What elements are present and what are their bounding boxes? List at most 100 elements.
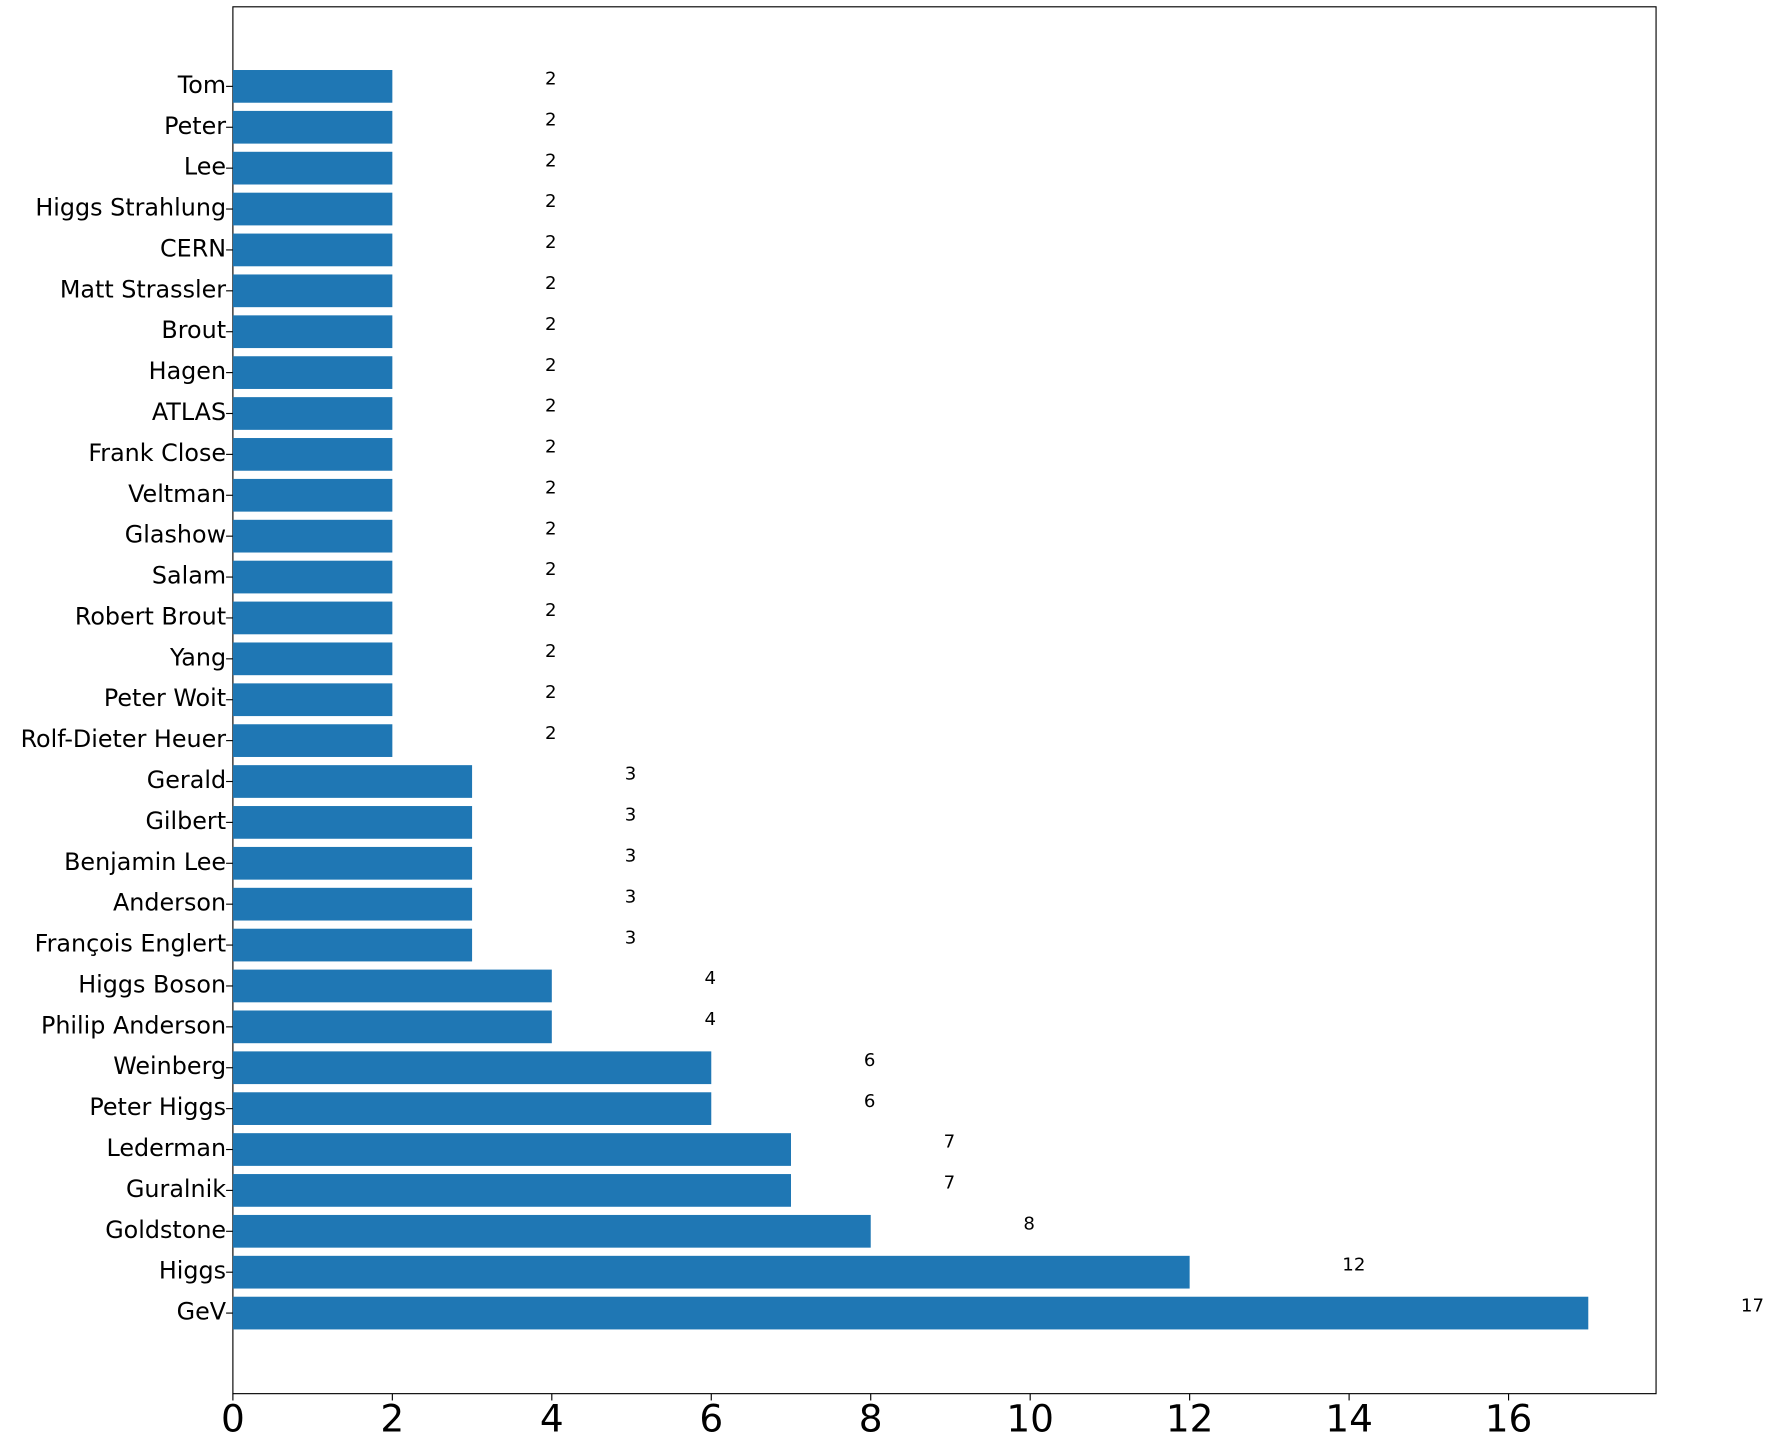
value-label: 2 — [545, 396, 557, 417]
bar — [232, 724, 393, 757]
value-label: 2 — [545, 191, 557, 212]
bar — [232, 1296, 1589, 1330]
value-label: 4 — [704, 968, 716, 989]
value-label: 7 — [944, 1132, 956, 1153]
y-tick-label: Rolf-Dieter Heuer — [21, 725, 227, 753]
x-tick-label: 0 — [221, 1396, 245, 1440]
y-tick-label: GeV — [177, 1298, 227, 1326]
y-tick-label: Gilbert — [145, 807, 226, 835]
y-tick-label: Benjamin Lee — [64, 848, 226, 876]
value-label: 2 — [545, 273, 557, 294]
value-label: 2 — [545, 723, 557, 744]
y-tick-label: Gerald — [147, 766, 226, 794]
bar — [232, 478, 393, 512]
y-tick-label: Yang — [169, 643, 226, 671]
value-label: 2 — [545, 682, 557, 703]
bar — [232, 1255, 1190, 1289]
bar — [232, 765, 473, 798]
value-label: 2 — [545, 355, 557, 376]
value-label: 3 — [625, 886, 637, 907]
value-label: 2 — [545, 477, 557, 498]
x-tick-label: 2 — [380, 1396, 404, 1440]
y-tick-label: Robert Brout — [75, 602, 226, 630]
value-label: 2 — [545, 69, 557, 90]
y-tick-label: Veltman — [128, 480, 226, 508]
y-tick-label: Weinberg — [113, 1052, 226, 1080]
y-tick-label: ATLAS — [152, 398, 226, 426]
value-label: 2 — [545, 150, 557, 171]
value-label: 3 — [625, 805, 637, 826]
value-label: 17 — [1741, 1295, 1764, 1316]
bar — [232, 192, 393, 226]
bar — [232, 315, 393, 349]
value-label: 6 — [864, 1091, 876, 1112]
bar — [232, 397, 393, 430]
y-tick-label: Brout — [161, 316, 226, 344]
bar — [232, 969, 552, 1003]
bar — [232, 356, 393, 389]
value-label: 2 — [545, 109, 557, 130]
value-label: 2 — [545, 600, 557, 621]
value-label: 12 — [1342, 1254, 1365, 1275]
bar — [232, 70, 393, 103]
value-label: 8 — [1023, 1213, 1035, 1234]
bar — [232, 1010, 552, 1044]
y-tick-label: Goldstone — [105, 1216, 226, 1244]
value-label: 4 — [704, 1009, 716, 1030]
y-tick-label: Higgs Boson — [78, 970, 226, 998]
value-label: 2 — [545, 641, 557, 662]
bar — [232, 642, 393, 676]
x-tick-label: 6 — [699, 1396, 723, 1440]
bar — [232, 683, 393, 717]
bar — [232, 601, 393, 635]
y-tick-label: Anderson — [113, 889, 226, 917]
y-tick-label: Peter — [164, 112, 226, 140]
bar — [232, 110, 393, 144]
x-tick-label: 8 — [859, 1396, 883, 1440]
y-tick-label: Matt Strassler — [60, 275, 226, 303]
y-tick-label: Glashow — [125, 521, 226, 549]
bar — [232, 846, 473, 880]
y-tick-label: Salam — [152, 562, 226, 590]
y-tick-label: Higgs — [159, 1257, 226, 1285]
bar — [232, 1214, 871, 1248]
value-label: 3 — [625, 845, 637, 866]
bar — [232, 560, 393, 594]
value-label: 6 — [864, 1050, 876, 1071]
y-tick-label: Tom — [177, 71, 226, 99]
y-tick-label: CERN — [160, 234, 226, 262]
value-label: 2 — [545, 518, 557, 539]
bar — [232, 806, 473, 839]
value-label: 3 — [625, 764, 637, 785]
value-label: 2 — [545, 232, 557, 253]
x-tick-label: 14 — [1325, 1396, 1373, 1440]
y-tick-label: Guralnik — [126, 1175, 226, 1203]
x-tick-label: 10 — [1006, 1396, 1054, 1440]
y-tick-label: Lederman — [106, 1134, 226, 1162]
bar — [232, 151, 393, 185]
y-tick-label: Peter Woit — [104, 684, 226, 712]
bar — [232, 1133, 791, 1166]
value-label: 2 — [545, 437, 557, 458]
x-tick-label: 12 — [1166, 1396, 1214, 1440]
bar — [232, 1092, 712, 1125]
bar — [232, 928, 473, 962]
y-tick-label: Higgs Strahlung — [35, 194, 226, 222]
y-tick-label: Hagen — [149, 357, 226, 385]
x-tick-label: 4 — [540, 1396, 564, 1440]
y-tick-label: François Englert — [35, 930, 226, 958]
y-tick-label: Lee — [184, 153, 226, 181]
x-tick-label: 16 — [1485, 1396, 1533, 1440]
bar — [232, 274, 393, 308]
value-label: 7 — [944, 1173, 956, 1194]
bar — [232, 233, 393, 267]
bar — [232, 887, 473, 921]
bar — [232, 1051, 712, 1085]
bar — [232, 1174, 791, 1207]
value-label: 2 — [545, 559, 557, 580]
y-tick-label: Frank Close — [88, 439, 226, 467]
bar — [232, 519, 393, 553]
value-label: 2 — [545, 314, 557, 335]
